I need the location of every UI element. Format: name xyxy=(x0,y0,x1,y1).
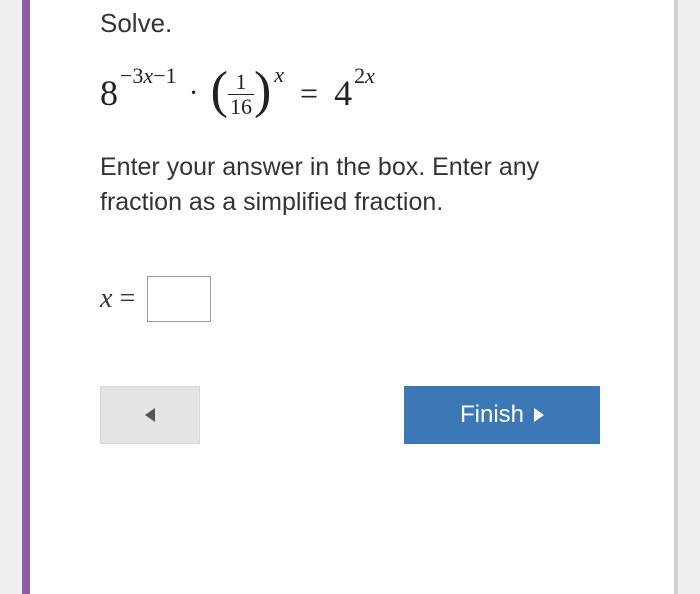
answer-row: x = xyxy=(100,276,604,322)
answer-label: x = xyxy=(100,283,135,315)
instructions: Enter your answer in the box. Enter any … xyxy=(100,150,604,220)
term-3: 4 2x xyxy=(334,75,375,111)
back-arrow-icon xyxy=(145,408,155,422)
fraction-denominator: 16 xyxy=(228,94,254,118)
content-area: Solve. 8 −3x−1 · ( 1 16 ) x = 4 xyxy=(30,0,674,464)
equals-sign: = xyxy=(300,77,318,109)
question-card: Solve. 8 −3x−1 · ( 1 16 ) x = 4 xyxy=(22,0,678,594)
prompt-title: Solve. xyxy=(100,8,604,39)
answer-input[interactable] xyxy=(147,276,211,322)
forward-arrow-icon xyxy=(534,408,544,422)
left-paren: ( xyxy=(211,70,228,112)
term3-base: 4 xyxy=(334,75,352,111)
term-1: 8 −3x−1 xyxy=(100,75,177,111)
multiply-dot: · xyxy=(189,78,199,108)
right-paren: ) xyxy=(254,70,271,112)
back-button[interactable] xyxy=(100,386,200,444)
fraction: 1 16 xyxy=(228,71,254,118)
finish-button[interactable]: Finish xyxy=(404,386,600,444)
term3-exponent: 2x xyxy=(354,65,375,87)
finish-label: Finish xyxy=(460,401,524,429)
term1-exponent: −3x−1 xyxy=(120,65,177,87)
term-2: ( 1 16 ) x xyxy=(211,69,284,116)
term2-exponent: x xyxy=(274,64,284,86)
equation: 8 −3x−1 · ( 1 16 ) x = 4 2x xyxy=(100,69,604,116)
fraction-numerator: 1 xyxy=(231,71,250,94)
term1-base: 8 xyxy=(100,75,118,111)
button-row: Finish xyxy=(100,386,604,444)
